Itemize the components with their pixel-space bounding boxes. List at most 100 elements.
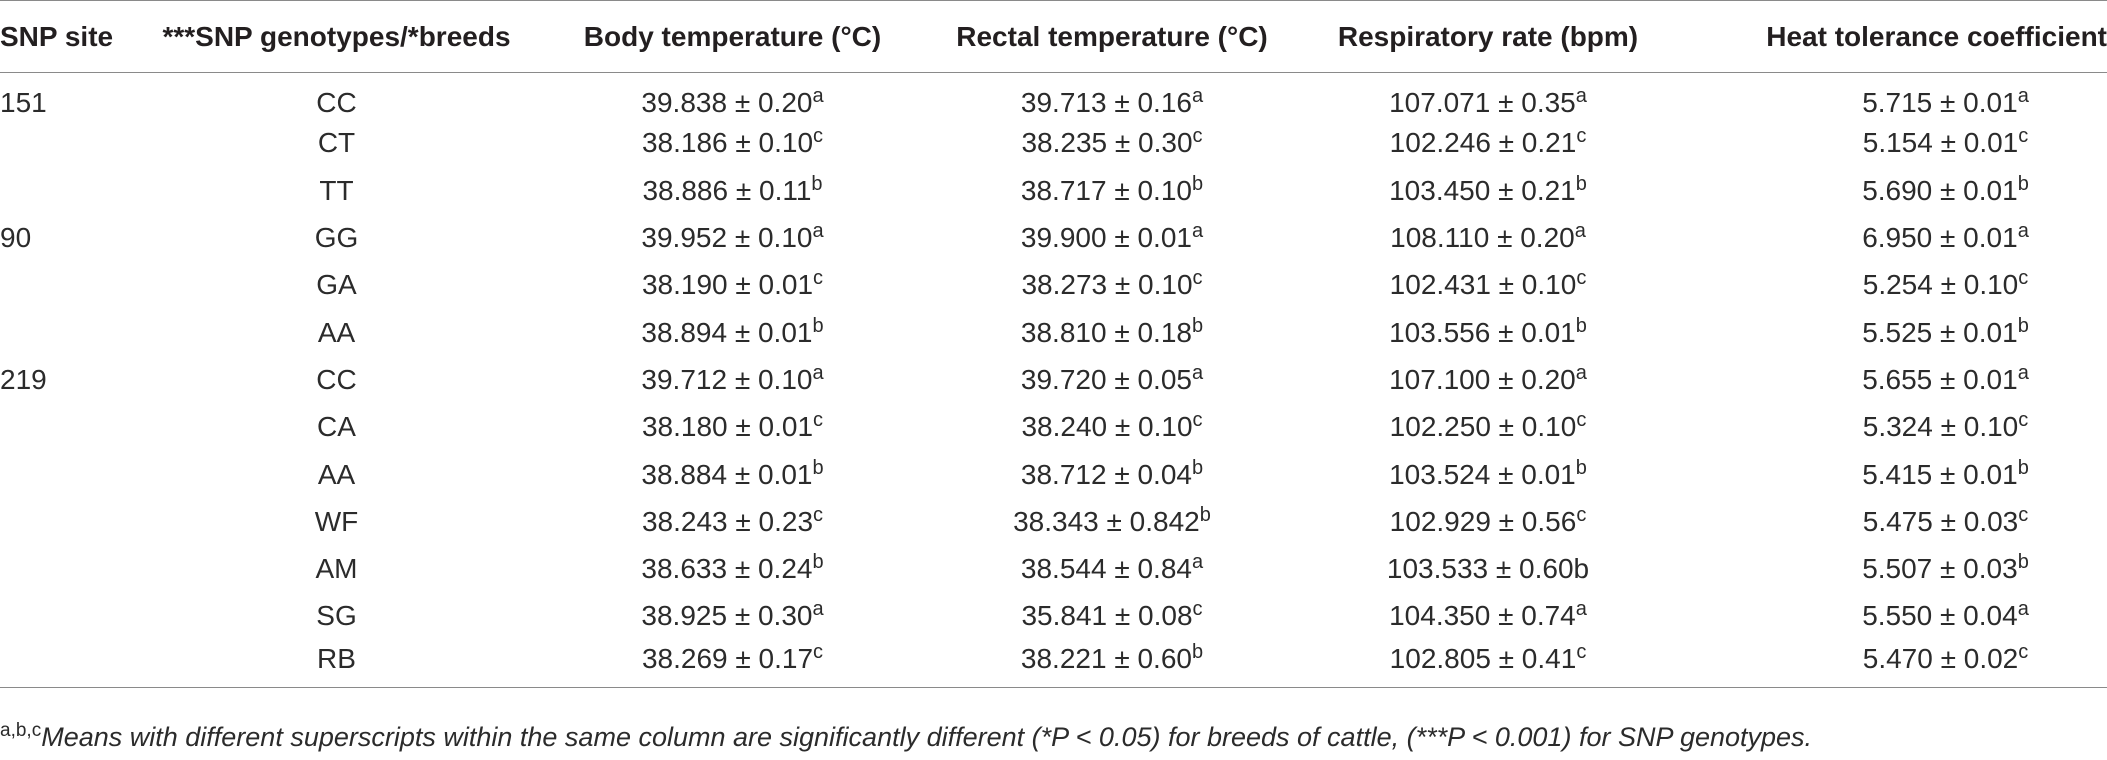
- cell-rectal-temperature: 38.544 ± 0.84a: [922, 545, 1302, 592]
- cell-respiratory-rate-superscript: a: [1574, 220, 1586, 243]
- cell-respiratory-rate-superscript: b: [1575, 456, 1587, 479]
- cell-body-temperature: 38.186 ± 0.10c: [543, 120, 922, 167]
- cell-rectal-temperature-value: 38.235 ± 0.30: [1021, 127, 1193, 159]
- cell-body-temperature-value: 38.894 ± 0.01: [641, 316, 813, 348]
- cell-genotype: CA: [130, 404, 543, 451]
- cell-genotype: AM: [130, 545, 543, 592]
- cell-genotype-value: SG: [316, 600, 357, 632]
- cell-rectal-temperature: 38.273 ± 0.10c: [922, 262, 1302, 309]
- cell-rectal-temperature-superscript: a: [1191, 220, 1204, 243]
- cell-heat-tolerance: 5.655 ± 0.01a: [1674, 356, 2107, 403]
- cell-rectal-temperature: 38.343 ± 0.842b: [922, 498, 1302, 545]
- cell-respiratory-rate-superscript: a: [1575, 85, 1587, 108]
- cell-respiratory-rate: 103.524 ± 0.01b: [1302, 451, 1674, 498]
- cell-body-temperature-superscript: c: [813, 125, 824, 148]
- cell-body-temperature-superscript: b: [812, 456, 824, 479]
- header-rectal-temperature: Rectal temperature (°C): [922, 0, 1302, 73]
- cell-snp-site: [0, 167, 130, 214]
- cell-body-temperature-superscript: b: [812, 314, 824, 337]
- cell-respiratory-rate-value: 102.929 ± 0.56: [1389, 505, 1577, 537]
- cell-body-temperature-value: 38.886 ± 0.11: [642, 174, 812, 206]
- cell-rectal-temperature-value: 38.712 ± 0.04: [1020, 458, 1192, 490]
- cell-respiratory-rate: 102.929 ± 0.56c: [1302, 498, 1674, 545]
- cell-respiratory-rate-superscript: a: [1575, 598, 1587, 621]
- cell-respiratory-rate: 102.805 ± 0.41c: [1302, 640, 1674, 687]
- cell-genotype-value: AA: [317, 316, 356, 348]
- cell-body-temperature: 38.894 ± 0.01b: [543, 309, 922, 356]
- cell-respiratory-rate: 103.533 ± 0.60b: [1302, 545, 1674, 592]
- cell-heat-tolerance: 5.324 ± 0.10c: [1674, 404, 2107, 451]
- cell-heat-tolerance-superscript: b: [2017, 314, 2029, 337]
- table-row: AA 38.884 ± 0.01b 38.712 ± 0.04b 103.524 ± …: [0, 451, 2107, 498]
- cell-snp-site: [0, 498, 130, 545]
- cell-snp-site: 90: [0, 214, 130, 261]
- cell-body-temperature-superscript: c: [813, 640, 824, 663]
- cell-respiratory-rate: 102.246 ± 0.21c: [1302, 120, 1674, 167]
- cell-snp-site: 219: [0, 356, 130, 403]
- footnote-marker: a,b,c: [0, 720, 42, 741]
- cell-heat-tolerance: 5.254 ± 0.10c: [1674, 262, 2107, 309]
- cell-rectal-temperature-superscript: c: [1192, 598, 1203, 621]
- cell-rectal-temperature-value: 38.273 ± 0.10: [1021, 269, 1193, 301]
- header-heat-tolerance-coefficient: Heat tolerance coefficient: [1674, 0, 2107, 73]
- table-body: 151 CC 39.838 ± 0.20a 39.713 ± 0.16a 107.071…: [0, 73, 2107, 688]
- cell-heat-tolerance-value: 5.470 ± 0.02: [1862, 642, 2019, 674]
- cell-respiratory-rate-value: 102.250 ± 0.10: [1389, 411, 1577, 443]
- cell-heat-tolerance: 5.415 ± 0.01b: [1674, 451, 2107, 498]
- cell-heat-tolerance: 5.690 ± 0.01b: [1674, 167, 2107, 214]
- cell-body-temperature-superscript: c: [813, 409, 824, 432]
- cell-body-temperature-value: 39.838 ± 0.20: [641, 87, 813, 119]
- cell-body-temperature-value: 39.712 ± 0.10: [641, 363, 813, 395]
- table-row: WF 38.243 ± 0.23c 38.343 ± 0.842b 102.929 ±…: [0, 498, 2107, 545]
- header-snp-genotypes-breeds: ***SNP genotypes/*breeds: [130, 0, 543, 73]
- cell-snp-site: [0, 262, 130, 309]
- cell-genotype: AA: [130, 309, 543, 356]
- cell-rectal-temperature-value: 38.810 ± 0.18: [1020, 316, 1192, 348]
- cell-rectal-temperature: 38.235 ± 0.30c: [922, 120, 1302, 167]
- cell-heat-tolerance-superscript: c: [2018, 267, 2029, 290]
- cell-snp-site: [0, 309, 130, 356]
- cell-heat-tolerance-superscript: b: [2017, 172, 2029, 195]
- cell-respiratory-rate-superscript: c: [1576, 503, 1587, 526]
- table-row: 151 CC 39.838 ± 0.20a 39.713 ± 0.16a 107.071…: [0, 73, 2107, 120]
- table-header-row: SNP site ***SNP genotypes/*breeds Body t…: [0, 0, 2107, 73]
- cell-genotype-value: GG: [314, 222, 359, 254]
- cell-rectal-temperature: 39.713 ± 0.16a: [922, 73, 1302, 120]
- cell-body-temperature-superscript: a: [812, 598, 824, 621]
- cell-rectal-temperature-superscript: c: [1192, 267, 1203, 290]
- cell-rectal-temperature-value: 35.841 ± 0.08: [1021, 600, 1193, 632]
- cell-genotype: GA: [130, 262, 543, 309]
- cell-heat-tolerance-superscript: c: [2018, 640, 2029, 663]
- cell-rectal-temperature: 39.900 ± 0.01a: [922, 214, 1302, 261]
- cell-rectal-temperature-superscript: c: [1192, 125, 1203, 148]
- cell-heat-tolerance-value: 5.655 ± 0.01: [1862, 363, 2018, 395]
- results-table: SNP site ***SNP genotypes/*breeds Body t…: [0, 0, 2107, 688]
- cell-respiratory-rate-value: 102.805 ± 0.41: [1389, 642, 1577, 674]
- cell-genotype-value: CT: [317, 127, 356, 159]
- cell-heat-tolerance-superscript: b: [2017, 551, 2029, 574]
- cell-body-temperature-value: 38.884 ± 0.01: [641, 458, 813, 490]
- cell-respiratory-rate-value: 103.556 ± 0.01: [1389, 316, 1576, 348]
- cell-genotype: SG: [130, 593, 543, 640]
- cell-body-temperature-superscript: c: [813, 267, 824, 290]
- cell-genotype-value: GA: [316, 269, 357, 301]
- cell-rectal-temperature-value: 38.343 ± 0.842: [1013, 505, 1200, 537]
- footnote-text: Means with different superscripts within…: [41, 722, 1813, 752]
- cell-genotype-value: TT: [319, 174, 354, 206]
- cell-body-temperature-superscript: b: [812, 551, 824, 574]
- cell-rectal-temperature-value: 39.900 ± 0.01: [1020, 222, 1192, 254]
- cell-respiratory-rate: 103.450 ± 0.21b: [1302, 167, 1674, 214]
- cell-respiratory-rate-superscript: c: [1576, 640, 1587, 663]
- cell-heat-tolerance-superscript: a: [2017, 598, 2029, 621]
- cell-respiratory-rate-value: 102.431 ± 0.10: [1389, 269, 1577, 301]
- cell-respiratory-rate: 104.350 ± 0.74a: [1302, 593, 1674, 640]
- cell-body-temperature: 38.269 ± 0.17c: [543, 640, 922, 687]
- cell-rectal-temperature: 38.810 ± 0.18b: [922, 309, 1302, 356]
- cell-snp-site: [0, 593, 130, 640]
- cell-heat-tolerance-value: 5.690 ± 0.01: [1862, 174, 2018, 206]
- cell-rectal-temperature: 38.240 ± 0.10c: [922, 404, 1302, 451]
- header-respiratory-rate: Respiratory rate (bpm): [1302, 0, 1674, 73]
- cell-heat-tolerance-value: 5.415 ± 0.01: [1862, 458, 2018, 490]
- cell-genotype: GG: [130, 214, 543, 261]
- cell-heat-tolerance-superscript: c: [2018, 503, 2029, 526]
